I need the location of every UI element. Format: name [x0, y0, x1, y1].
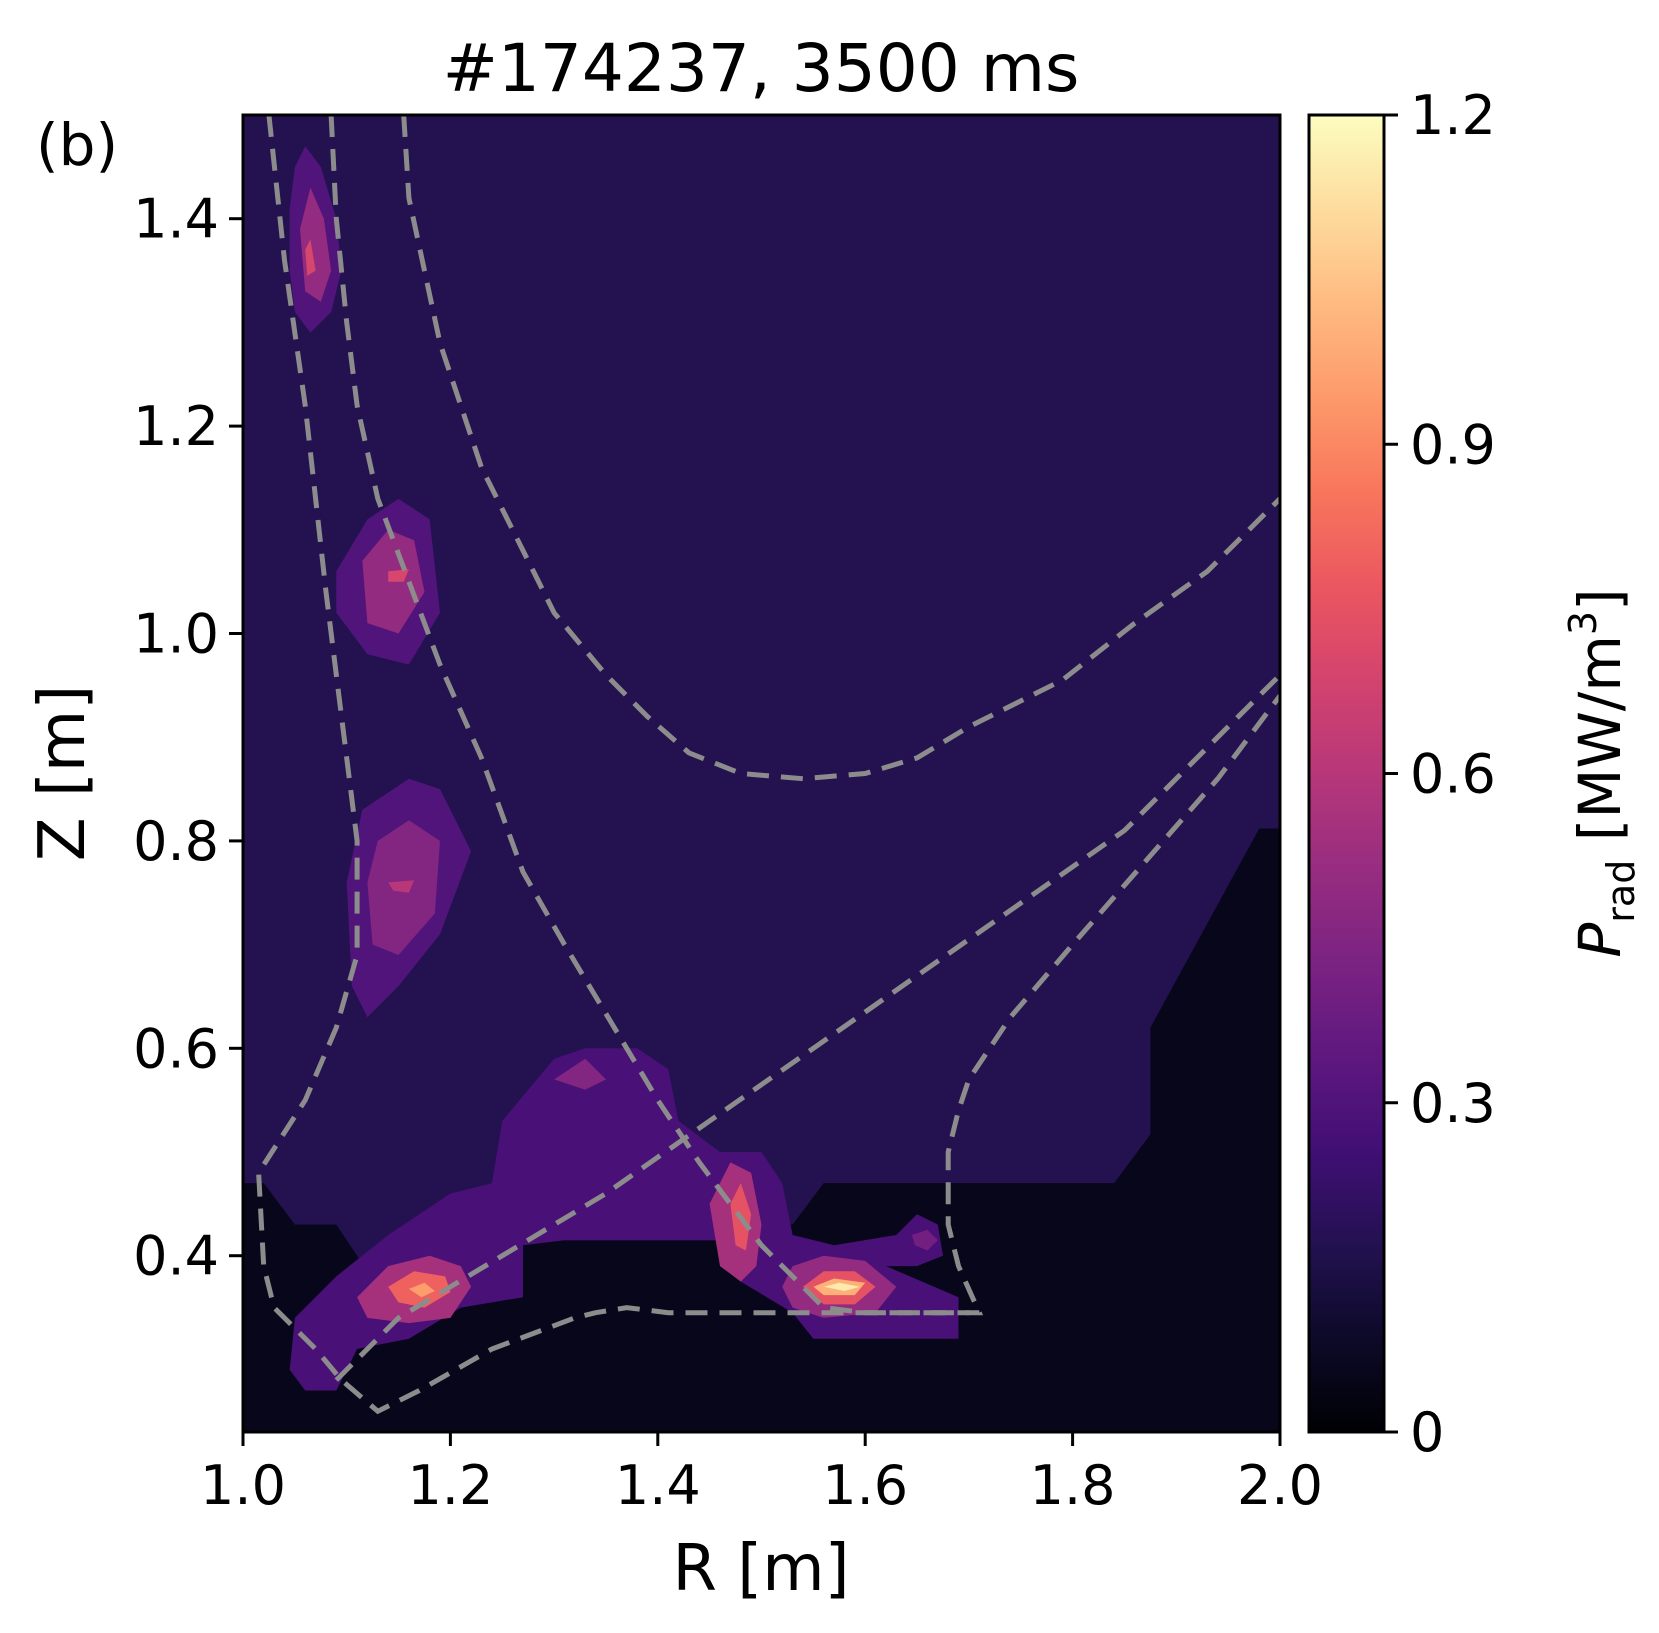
bottom-left-hot-peak [408, 1282, 435, 1298]
y-axis-label: Z [m] [26, 685, 100, 861]
panel-label: (b) [36, 111, 118, 179]
x-tick-label: 1.4 [615, 1454, 701, 1517]
x-tick-label: 1.0 [200, 1454, 286, 1517]
right-lower-hot-peak [823, 1282, 860, 1291]
y-tick-label: 0.6 [133, 1017, 219, 1080]
x-tick-label: 1.8 [1030, 1454, 1116, 1517]
x-tick-label: 1.2 [407, 1454, 493, 1517]
diagonal-flux-contour [334, 673, 1280, 1382]
lower-left-blob-core [388, 880, 415, 893]
colorbar-tick-label: 1.2 [1410, 84, 1496, 147]
right-small-blob-core [911, 1229, 938, 1251]
colorbar-tick-label: 0.3 [1410, 1072, 1496, 1135]
colorbar-label: Prad [MW/m3] [1561, 588, 1643, 957]
mid-left-blob-core [388, 569, 409, 582]
y-tick-label: 0.8 [133, 810, 219, 873]
y-tick-label: 0.4 [133, 1225, 219, 1288]
x-tick-label: 2.0 [1237, 1454, 1323, 1517]
x-tick-label: 1.6 [822, 1454, 908, 1517]
y-tick-label: 1.0 [133, 603, 219, 666]
x-axis-label: R [m] [672, 1532, 849, 1606]
y-tick-label: 1.2 [133, 395, 219, 458]
colorbar-tick-label: 0.6 [1410, 743, 1496, 806]
plot-frame [241, 113, 1282, 1434]
middle-bump-core [554, 1058, 606, 1090]
chart-title: #174237, 3500 ms [443, 30, 1080, 107]
inner-flux-contour [328, 115, 969, 1316]
upper-left-blob-core [305, 239, 316, 276]
colorbar-tick-label: 0 [1410, 1401, 1444, 1464]
separatrix-contour [256, 115, 1280, 1415]
colorbar [1307, 113, 1386, 1434]
y-tick-label: 1.4 [133, 188, 219, 251]
core-flux-contour [401, 115, 1280, 782]
colorbar-tick-label: 0.9 [1410, 413, 1496, 476]
